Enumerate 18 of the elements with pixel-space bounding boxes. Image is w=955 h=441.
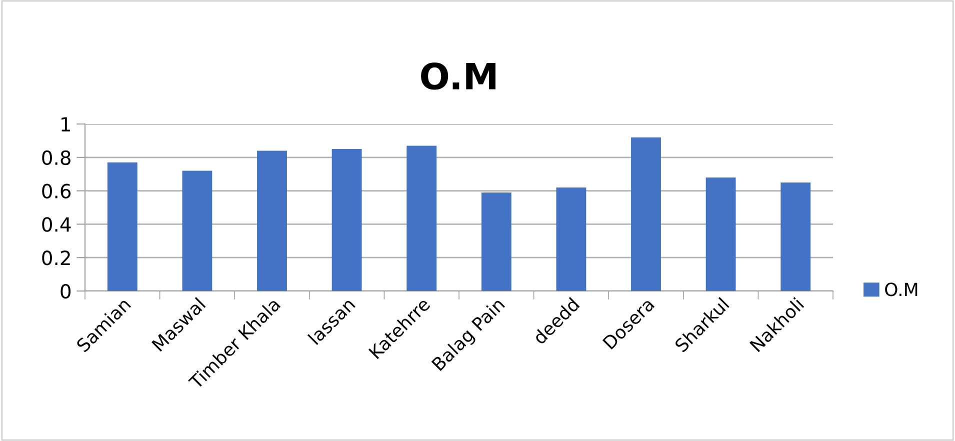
bar — [780, 182, 811, 291]
bar — [631, 137, 661, 291]
bar — [406, 146, 437, 291]
y-tick-label: 1 — [62, 117, 70, 132]
bar — [481, 192, 512, 291]
y-tick-label: 0.8 — [42, 150, 70, 166]
y-tick-label: 0 — [60, 284, 71, 299]
bar — [332, 149, 362, 291]
y-tick-label: 0.2 — [42, 250, 70, 266]
y-tick-label: 0.6 — [42, 184, 71, 198]
chart-title: O.M — [421, 62, 496, 90]
bar — [706, 177, 736, 291]
legend-label: O.M — [885, 282, 918, 296]
bar — [556, 187, 586, 291]
bar — [182, 170, 212, 291]
bar — [257, 150, 287, 291]
y-tick-label: 0.4 — [42, 217, 71, 232]
bar — [107, 162, 138, 291]
